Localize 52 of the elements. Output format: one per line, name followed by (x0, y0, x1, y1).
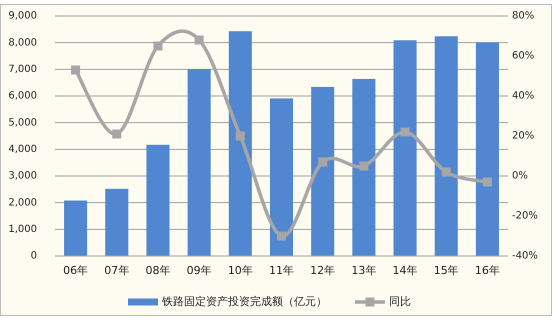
point (112, 130, 122, 138)
x-tick-label: 16年 (474, 264, 500, 278)
y-tick-label: 0 (30, 250, 37, 262)
y-tick-label: 6,000 (8, 90, 37, 102)
y2-tick-label: -40% (512, 250, 538, 262)
legend-label: 同比 (389, 295, 411, 308)
point (194, 36, 204, 44)
bar (270, 98, 294, 256)
bar (476, 42, 499, 256)
y2-tick-label: 60% (512, 50, 534, 62)
y2-tick-label: 20% (512, 130, 534, 142)
y-tick-label: 4,000 (8, 144, 37, 156)
y2-tick-label: -20% (512, 210, 538, 222)
x-tick-label: 13年 (351, 264, 376, 278)
point (71, 66, 80, 74)
y-tick-label: 1,000 (8, 224, 37, 236)
x-tick-label: 12年 (310, 264, 336, 278)
x-tick-label: 09年 (186, 264, 212, 278)
legend-label: 铁路固定资产投资完成额（亿元） (161, 295, 327, 308)
bar (188, 69, 211, 256)
bar (352, 78, 376, 256)
point (318, 158, 328, 166)
y-tick-label: 2,000 (8, 197, 37, 208)
y-tick-label: 9,000 (8, 10, 37, 22)
bar (311, 86, 334, 256)
point (153, 42, 162, 50)
x-tick-label: 10年 (228, 264, 253, 278)
y-tick-label: 5,000 (8, 117, 37, 128)
point (400, 128, 410, 136)
y-tick-label: 3,000 (8, 170, 37, 182)
x-tick-label: 15年 (434, 264, 459, 278)
y-tick-label: 7,000 (8, 64, 37, 76)
x-tick-label: 07年 (104, 264, 130, 278)
x-tick-label: 11年 (269, 264, 294, 278)
x-tick-label: 06年 (63, 264, 88, 278)
point (236, 132, 245, 140)
y2-tick-label: 80% (512, 10, 534, 22)
bar (105, 188, 128, 256)
bar (434, 36, 458, 256)
point (482, 178, 492, 186)
y2-tick-label: 40% (512, 90, 534, 102)
x-tick-label: 08年 (145, 264, 170, 278)
bar (146, 144, 170, 256)
point (277, 232, 286, 240)
x-tick-label: 14年 (392, 264, 418, 278)
bar (64, 200, 88, 256)
point (359, 162, 368, 170)
point (442, 168, 451, 176)
bar (394, 40, 417, 256)
y2-tick-label: 0% (512, 170, 528, 182)
bar (228, 31, 252, 256)
y-tick-label: 8,000 (8, 37, 37, 48)
